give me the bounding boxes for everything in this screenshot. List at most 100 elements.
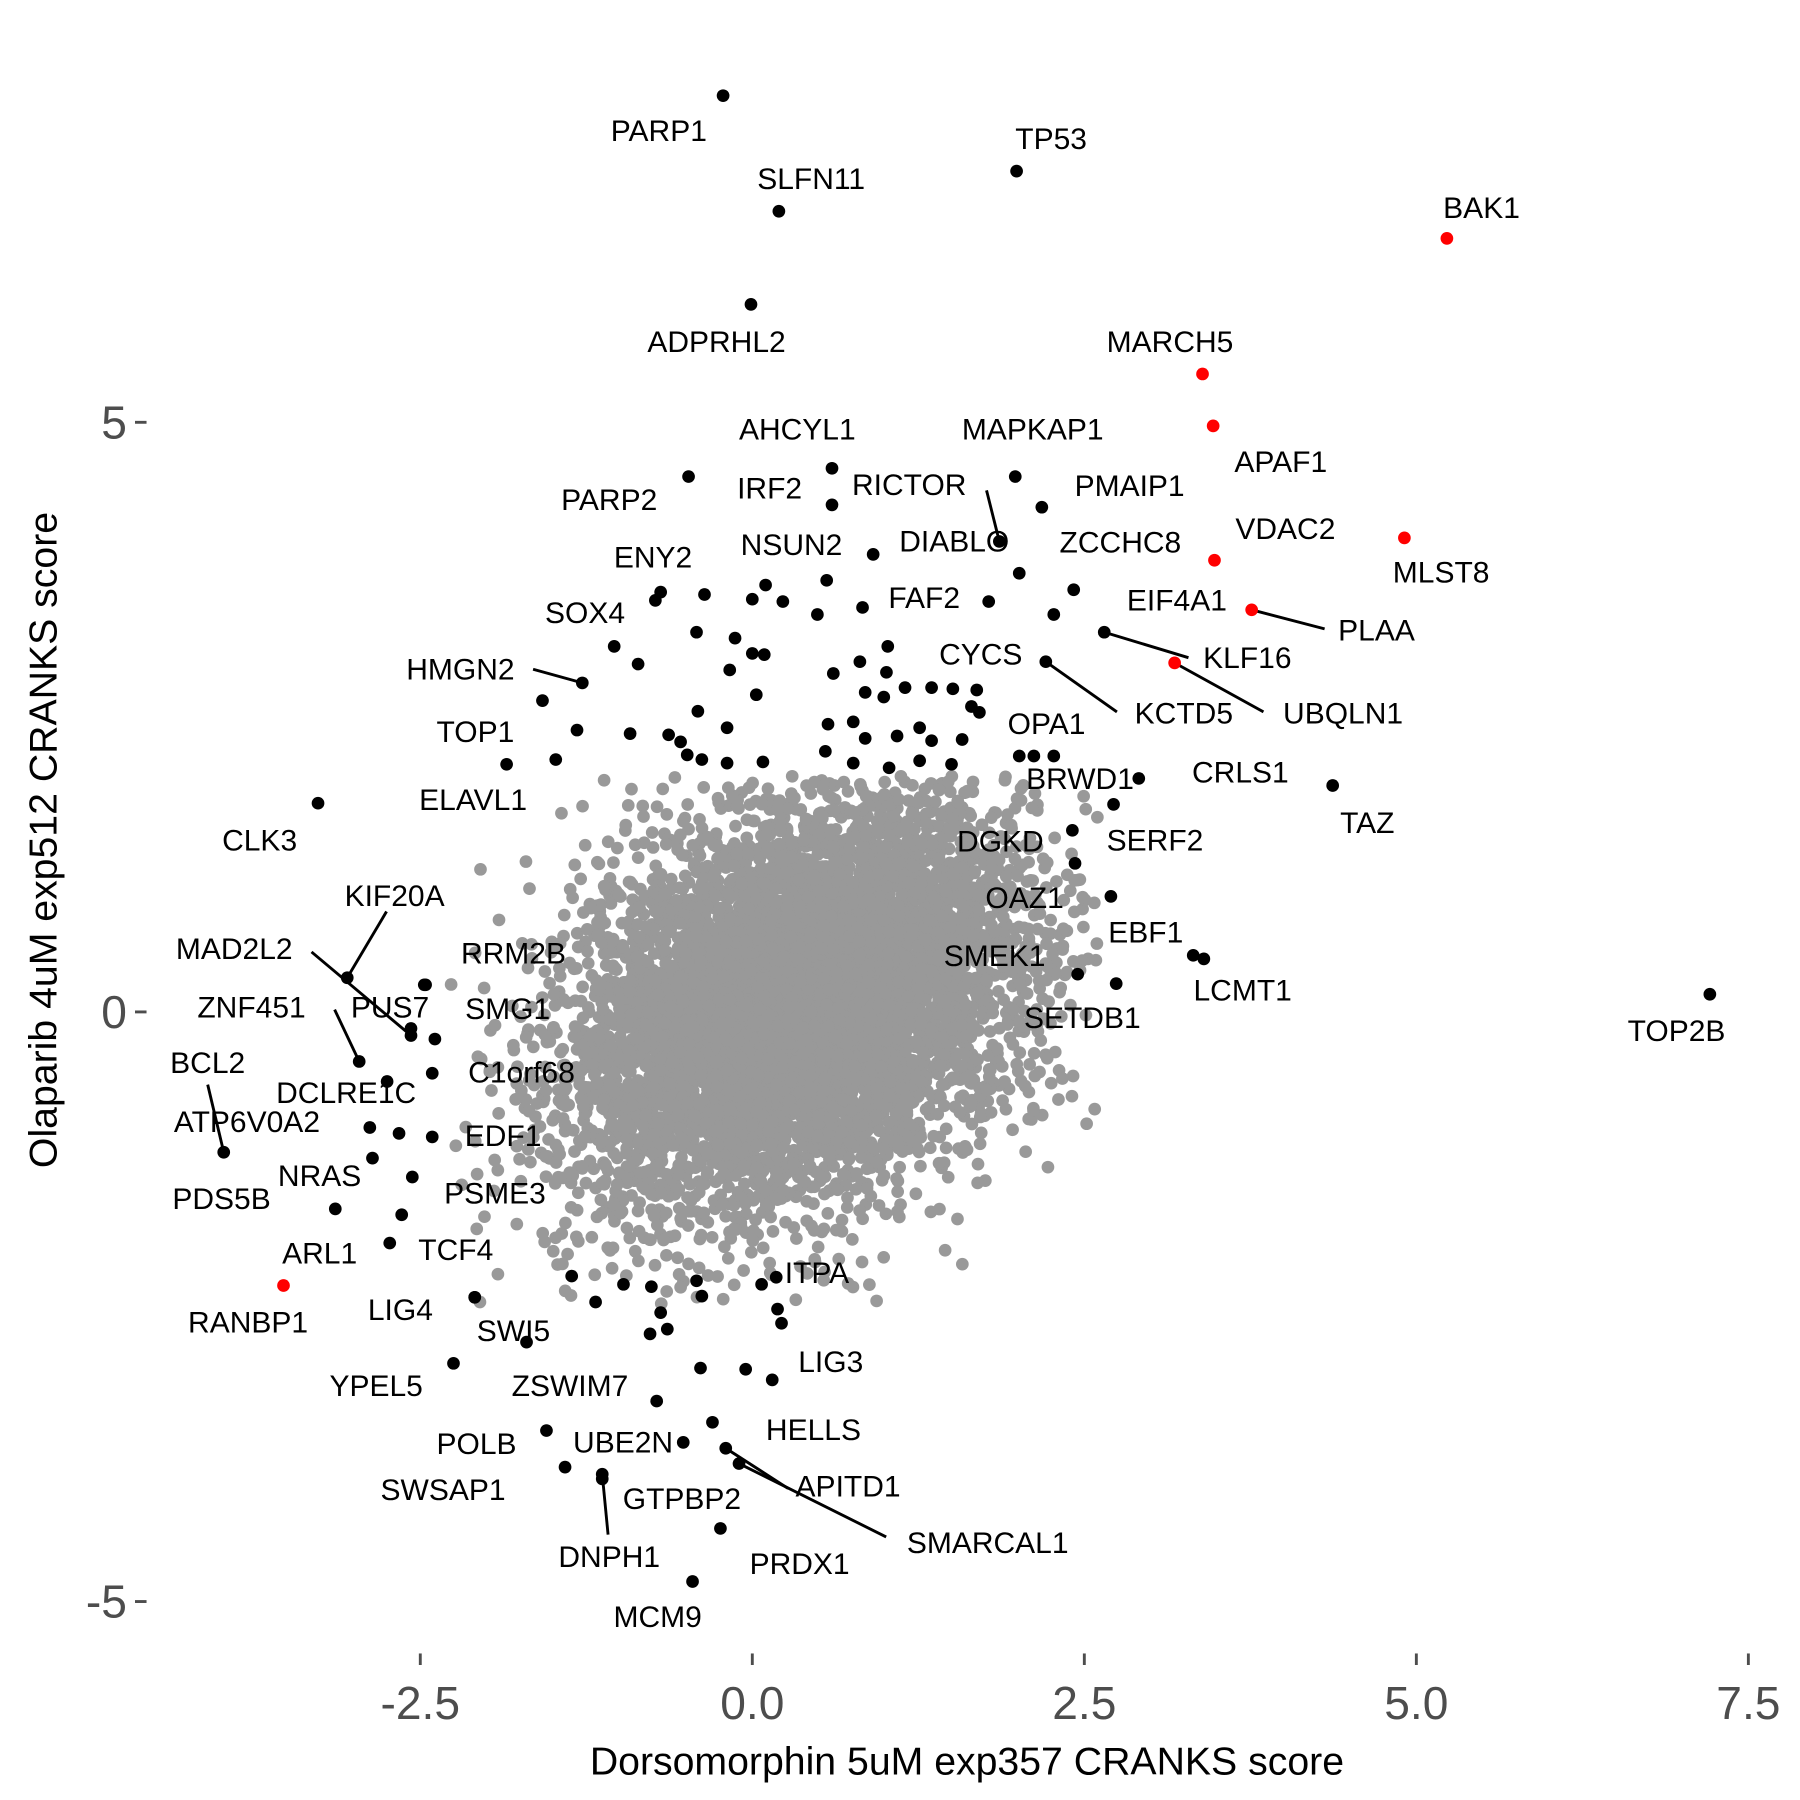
background-point xyxy=(1016,779,1030,792)
background-point xyxy=(818,1187,831,1201)
background-point xyxy=(510,1139,524,1153)
background-point xyxy=(943,785,957,799)
background-point xyxy=(1079,802,1093,816)
background-point xyxy=(513,1152,526,1166)
background-point xyxy=(788,791,801,805)
background-point xyxy=(755,797,769,811)
background-point xyxy=(459,1120,473,1134)
background-point xyxy=(1044,927,1057,941)
background-point xyxy=(660,1248,673,1262)
background-point xyxy=(815,811,829,825)
background-point xyxy=(1088,1102,1102,1116)
background-point xyxy=(697,1206,711,1220)
background-point xyxy=(682,1257,695,1271)
background-point xyxy=(998,1075,1011,1088)
background-point xyxy=(555,806,568,820)
background-point xyxy=(588,1268,602,1282)
background-point xyxy=(694,1228,708,1242)
background-point xyxy=(938,1243,952,1257)
background-point xyxy=(743,798,757,812)
background-point xyxy=(953,1106,967,1119)
background-point xyxy=(915,837,928,851)
background-point xyxy=(1030,1003,1044,1016)
background-point xyxy=(966,775,980,789)
background-point xyxy=(656,782,670,796)
background-point xyxy=(740,831,754,845)
background-point xyxy=(570,1230,583,1244)
background-point xyxy=(1064,998,1077,1012)
background-point xyxy=(692,1261,706,1275)
background-point xyxy=(468,946,482,960)
background-point xyxy=(519,855,533,868)
background-point xyxy=(1017,921,1031,935)
background-point xyxy=(872,1199,886,1212)
background-point xyxy=(657,1233,670,1247)
background-point xyxy=(727,1278,741,1292)
background-point xyxy=(864,1189,878,1203)
background-point xyxy=(596,1176,610,1189)
background-point xyxy=(538,965,552,978)
background-point xyxy=(546,1244,560,1258)
background-point xyxy=(877,1250,891,1264)
background-point xyxy=(955,1257,969,1271)
background-point xyxy=(1075,954,1089,967)
background-point xyxy=(730,799,744,813)
background-point xyxy=(713,901,726,915)
background-point xyxy=(1042,995,1055,1008)
background-point xyxy=(721,1251,735,1265)
background-point xyxy=(522,1074,536,1087)
background-point xyxy=(485,1084,498,1097)
background-point xyxy=(742,781,756,795)
background-point xyxy=(671,1251,684,1265)
background-point xyxy=(561,1247,574,1261)
background-point xyxy=(536,1226,550,1240)
background-point xyxy=(538,1060,552,1074)
background-point xyxy=(878,775,892,789)
background-point xyxy=(444,978,458,991)
background-point xyxy=(478,1210,491,1224)
background-point xyxy=(470,1222,484,1236)
background-point xyxy=(681,798,695,811)
background-point xyxy=(1019,898,1033,912)
background-point xyxy=(506,1038,520,1052)
background-point xyxy=(543,976,556,990)
background-point xyxy=(1060,965,1074,979)
background-point xyxy=(998,773,1012,787)
background-point xyxy=(827,804,841,818)
background-point xyxy=(578,838,592,852)
background-point xyxy=(491,1267,505,1281)
background-point xyxy=(935,1078,949,1092)
background-point xyxy=(973,1137,987,1151)
background-point xyxy=(449,1139,463,1153)
background-point xyxy=(821,1206,835,1220)
background-point xyxy=(660,808,674,821)
background-point xyxy=(1034,1034,1048,1047)
background-point xyxy=(488,1153,502,1167)
background-point xyxy=(855,1255,869,1269)
background-point xyxy=(893,1160,906,1174)
background-point xyxy=(576,799,589,813)
background-point xyxy=(636,1180,650,1194)
background-point xyxy=(613,1167,626,1181)
background-point xyxy=(880,839,893,853)
background-point xyxy=(554,1045,567,1059)
background-point xyxy=(576,980,589,994)
background-point xyxy=(749,1213,762,1227)
background-point xyxy=(1065,1089,1079,1103)
background-point xyxy=(510,1217,524,1231)
background-point xyxy=(939,1141,953,1155)
background-point xyxy=(816,1171,829,1185)
background-point xyxy=(568,858,582,872)
background-point xyxy=(750,1161,764,1175)
background-point xyxy=(631,851,645,864)
background-point xyxy=(1091,810,1104,824)
background-point xyxy=(568,1145,581,1158)
background-point xyxy=(971,1176,984,1190)
background-point xyxy=(941,1170,955,1184)
background-point xyxy=(623,1231,637,1245)
background-point xyxy=(556,1059,570,1072)
background-point xyxy=(1056,1072,1069,1085)
background-point xyxy=(514,1010,528,1023)
background-point xyxy=(579,1176,593,1190)
